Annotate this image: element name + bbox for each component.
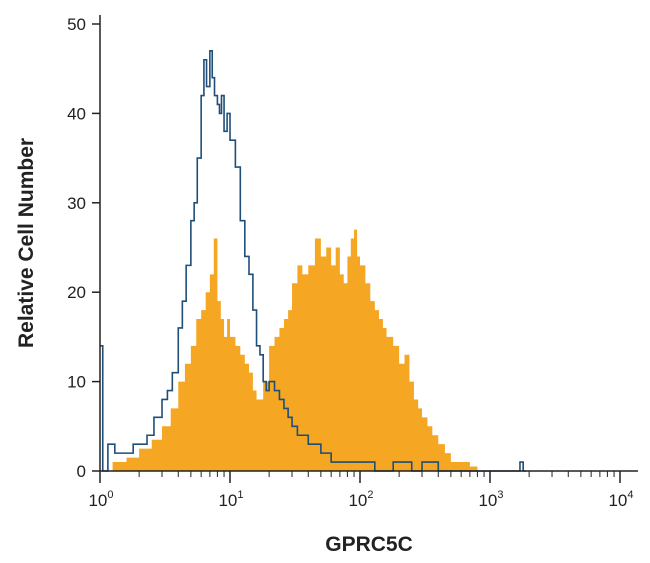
outline-histogram [100, 50, 527, 472]
x-tick-label: 104 [608, 489, 633, 510]
y-ticks: 0 10 20 30 40 50 [67, 15, 100, 481]
filled-histogram [112, 229, 481, 471]
x-tick-label: 100 [88, 489, 113, 510]
y-tick-label: 10 [67, 373, 86, 392]
y-tick-label: 20 [67, 283, 86, 302]
x-tick-label: 101 [218, 489, 243, 510]
x-ticks: 100 101 102 103 104 [88, 471, 634, 510]
x-tick-label: 103 [478, 489, 503, 510]
y-tick-label: 40 [67, 104, 86, 123]
x-tick-label: 102 [348, 489, 373, 510]
y-tick-label: 0 [77, 462, 86, 481]
outline-series [100, 50, 527, 472]
filled-series [112, 229, 481, 471]
y-tick-label: 30 [67, 194, 86, 213]
x-axis-title: GPRC5C [325, 533, 413, 556]
y-tick-label: 50 [67, 15, 86, 34]
y-axis-title: Relative Cell Number [15, 138, 38, 348]
